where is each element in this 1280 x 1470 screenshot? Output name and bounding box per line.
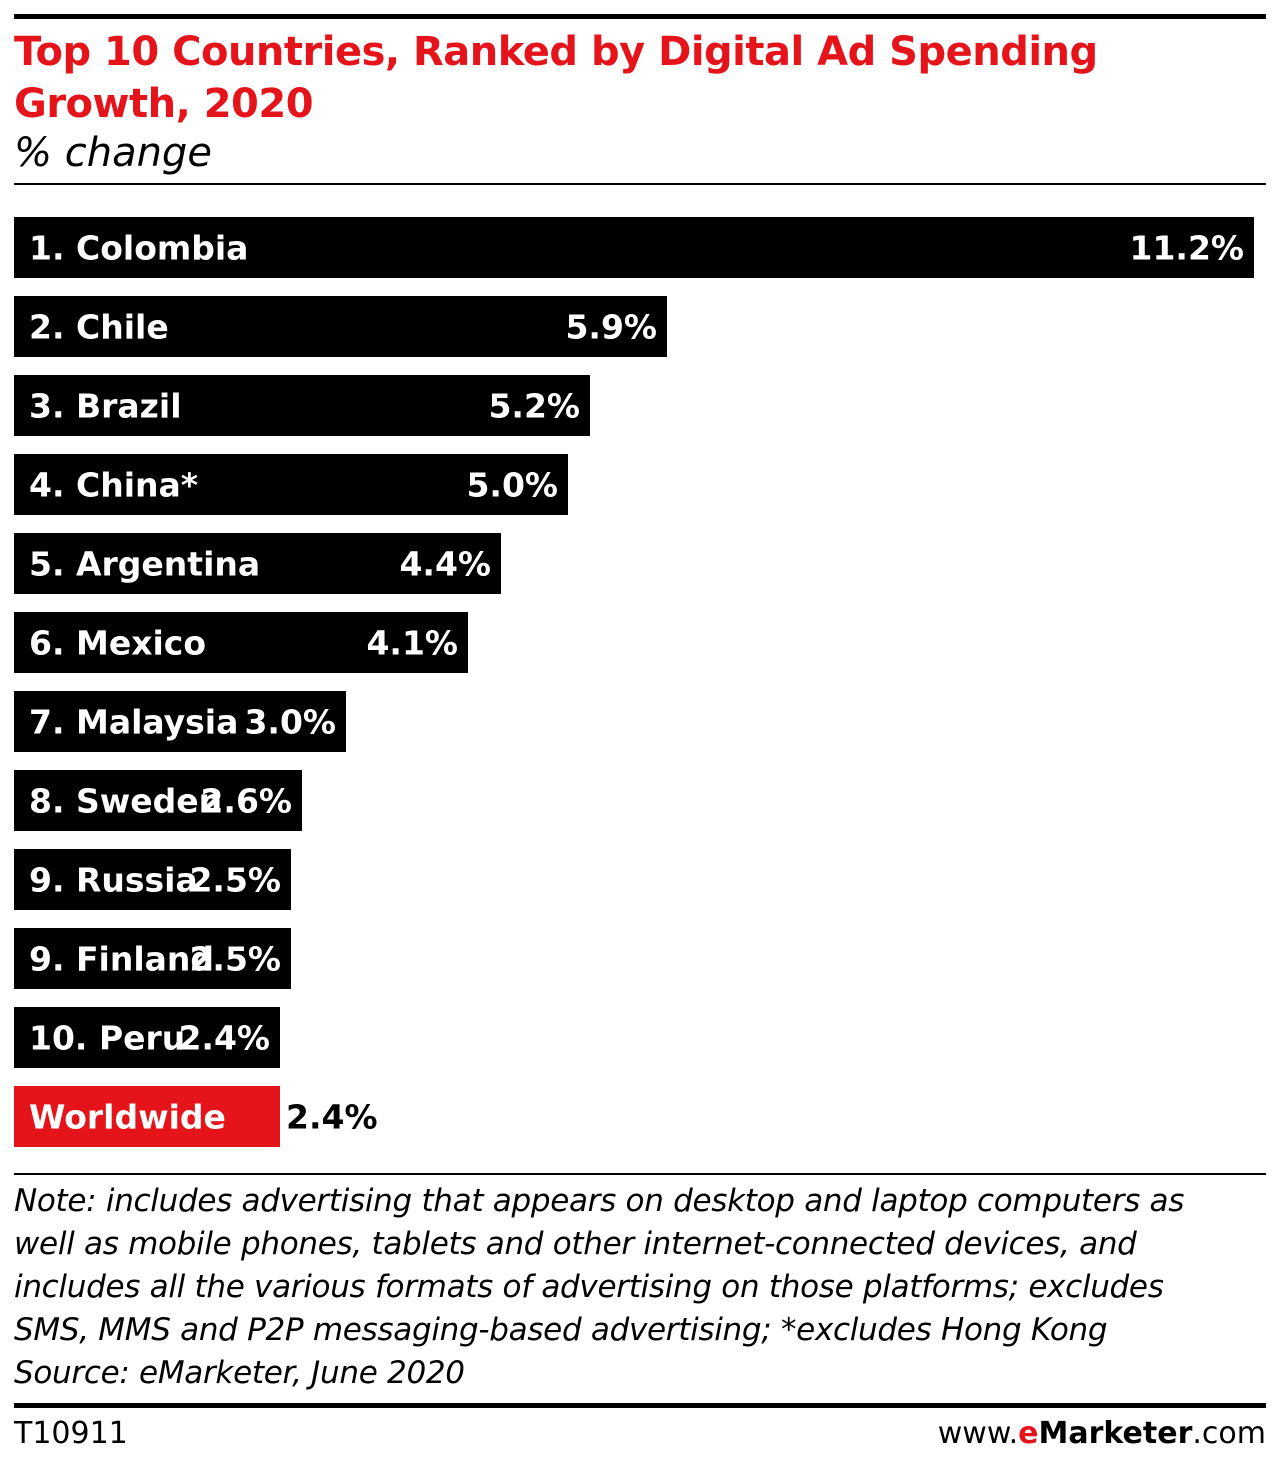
category-label: 10. Peru [29,1019,185,1058]
bar [14,217,1254,278]
chart-title: Top 10 Countries, Ranked by Digital Ad S… [14,29,1098,127]
value-label: 5.9% [565,308,657,347]
value-label: 2.5% [189,940,281,979]
category-label: 2. Chile [29,308,169,347]
value-label: 2.5% [189,861,281,900]
bottom-rule [14,1403,1266,1408]
category-label: 8. Sweden [29,782,222,821]
top-rule [14,14,1266,19]
bar [14,691,346,752]
bar [14,849,291,910]
bar [14,928,291,989]
category-label: 5. Argentina [29,545,260,584]
bar [14,1007,280,1068]
bar-chart: 1. Colombia 11.2% 2. Chile 5.9% 3. Brazil 5.2… [14,217,1254,1147]
note-line: includes all the various formats of adve… [14,1269,1164,1305]
source-line: Source: eMarketer, June 2020 [14,1355,465,1391]
category-label: 4. China* [29,466,198,505]
value-label: 2.6% [200,782,292,821]
bar [14,375,590,436]
brand-prefix: www. [937,1416,1019,1451]
value-label: 5.2% [488,387,580,426]
category-label: 7. Malaysia [29,703,238,742]
emarketer-logo[interactable]: www.eMarketer.com [938,1414,1266,1454]
bar [14,770,302,831]
category-label: 9. Russia [29,861,198,900]
bar [14,1086,280,1147]
category-label: 9. Finland [29,940,214,979]
note-divider [14,1173,1266,1175]
value-label: 4.1% [366,624,458,663]
bar [14,296,667,357]
brand-name: Marketer [1038,1416,1193,1451]
category-label: Worldwide [29,1098,226,1137]
note-line: SMS, MMS and P2P messaging-based adverti… [14,1312,1108,1348]
value-label: 5.0% [466,466,558,505]
chart-subtitle: % change [14,130,212,176]
category-label: 1. Colombia [29,229,248,268]
category-label: 3. Brazil [29,387,182,426]
category-label: 6. Mexico [29,624,206,663]
value-label: 2.4% [178,1019,270,1058]
chart-id: T10911 [14,1416,128,1451]
bar [14,533,501,594]
bar [14,454,568,515]
value-label: 4.4% [399,545,491,584]
brand-e: e [1018,1416,1039,1451]
title-divider [14,183,1266,185]
note-line: Note: includes advertising that appears … [14,1183,1185,1219]
chart-note: Note: includes advertising that appears … [14,1180,1270,1395]
value-label: 3.0% [244,703,336,742]
note-line: well as mobile phones, tablets and other… [14,1226,1137,1262]
value-label: 11.2% [1130,229,1245,268]
value-label: 2.4% [286,1098,378,1137]
bar [14,612,468,673]
brand-suffix: .com [1192,1416,1266,1451]
